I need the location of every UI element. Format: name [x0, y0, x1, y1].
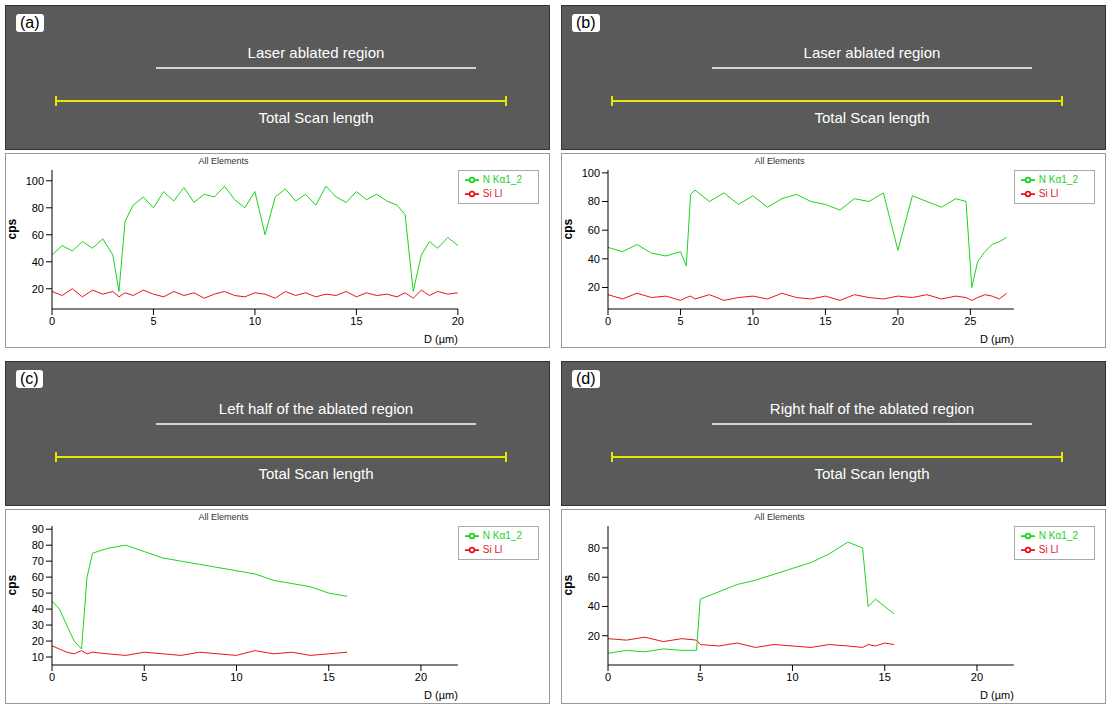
- svg-text:40: 40: [32, 256, 44, 268]
- html-text:(d): (d): [576, 370, 596, 387]
- html-text:N Kα1_2: N Kα1_2: [482, 173, 522, 185]
- svg-text:15: 15: [879, 671, 891, 683]
- svg-text:80: 80: [588, 542, 600, 554]
- svg-text:40: 40: [588, 600, 600, 612]
- svg-text:20: 20: [588, 630, 600, 642]
- svg-text:100: 100: [582, 167, 600, 179]
- svg-text:60: 60: [588, 571, 600, 583]
- svg-text:0: 0: [605, 671, 611, 683]
- svg-text:D (µm): D (µm): [980, 689, 1014, 701]
- svg-text:20: 20: [452, 315, 464, 327]
- html-text:Right half of the ablated regi: Right half of the ablated region: [769, 400, 975, 417]
- html-text:Si Ll: Si Ll: [482, 543, 503, 555]
- svg-text:25: 25: [964, 315, 976, 327]
- svg-text:5: 5: [150, 315, 156, 327]
- svg-text:10: 10: [747, 315, 759, 327]
- html-text:Si Ll: Si Ll: [1038, 543, 1059, 555]
- svg-text:40: 40: [32, 603, 44, 615]
- html-text:Si Ll: Si Ll: [1038, 187, 1059, 199]
- svg-text:80: 80: [32, 202, 44, 214]
- svg-text:90: 90: [32, 523, 44, 535]
- svg-text:5: 5: [677, 315, 683, 327]
- svg-text:0: 0: [49, 671, 55, 683]
- svg-text:80: 80: [32, 539, 44, 551]
- svg-text:80: 80: [588, 195, 600, 207]
- html-text:(b): (b): [576, 14, 596, 31]
- svg-text:5: 5: [141, 671, 147, 683]
- html-text:(a): (a): [20, 14, 40, 31]
- svg-text:cps: cps: [6, 574, 19, 595]
- html-text:All Elements: All Elements: [754, 512, 805, 522]
- svg-text:20: 20: [32, 283, 44, 295]
- svg-text:0: 0: [49, 315, 55, 327]
- svg-text:cps: cps: [6, 218, 19, 239]
- html-text:(c): (c): [20, 370, 39, 387]
- html-text:N Kα1_2: N Kα1_2: [482, 529, 522, 541]
- svg-text:60: 60: [32, 229, 44, 241]
- svg-text:70: 70: [32, 555, 44, 567]
- svg-text:cps: cps: [562, 218, 575, 239]
- svg-text:10: 10: [230, 671, 242, 683]
- svg-text:20: 20: [32, 635, 44, 647]
- svg-text:30: 30: [32, 619, 44, 631]
- svg-text:20: 20: [892, 315, 904, 327]
- html-text:N Kα1_2: N Kα1_2: [1038, 173, 1078, 185]
- html-text:Total Scan length: Total Scan length: [814, 109, 930, 126]
- svg-text:15: 15: [819, 315, 831, 327]
- svg-text:15: 15: [323, 671, 335, 683]
- svg-text:10: 10: [786, 671, 798, 683]
- html-text:Total Scan length: Total Scan length: [258, 465, 374, 482]
- html-text:Si Ll: Si Ll: [482, 187, 503, 199]
- svg-text:20: 20: [971, 671, 983, 683]
- html-text:All Elements: All Elements: [754, 156, 805, 166]
- svg-text:100: 100: [26, 175, 44, 187]
- svg-text:cps: cps: [562, 574, 575, 595]
- svg-text:5: 5: [697, 671, 703, 683]
- svg-text:D (µm): D (µm): [424, 689, 458, 701]
- svg-text:0: 0: [605, 315, 611, 327]
- svg-text:60: 60: [588, 224, 600, 236]
- svg-text:40: 40: [588, 253, 600, 265]
- html-text:Left half of the ablated regio: Left half of the ablated region: [218, 400, 414, 417]
- svg-text:10: 10: [249, 315, 261, 327]
- html-text:Laser ablated region: Laser ablated region: [247, 44, 385, 61]
- svg-text:20: 20: [588, 281, 600, 293]
- html-text:Total Scan length: Total Scan length: [258, 109, 374, 126]
- svg-text:15: 15: [350, 315, 362, 327]
- html-text:N Kα1_2: N Kα1_2: [1038, 529, 1078, 541]
- html-text:All Elements: All Elements: [198, 512, 249, 522]
- svg-text:50: 50: [32, 587, 44, 599]
- svg-text:D (µm): D (µm): [424, 333, 458, 345]
- html-text:Laser ablated region: Laser ablated region: [803, 44, 941, 61]
- svg-text:20: 20: [415, 671, 427, 683]
- html-text:Total Scan length: Total Scan length: [814, 465, 930, 482]
- html-text:All Elements: All Elements: [198, 156, 249, 166]
- svg-text:D (µm): D (µm): [980, 333, 1014, 345]
- svg-text:60: 60: [32, 571, 44, 583]
- svg-text:10: 10: [32, 651, 44, 663]
